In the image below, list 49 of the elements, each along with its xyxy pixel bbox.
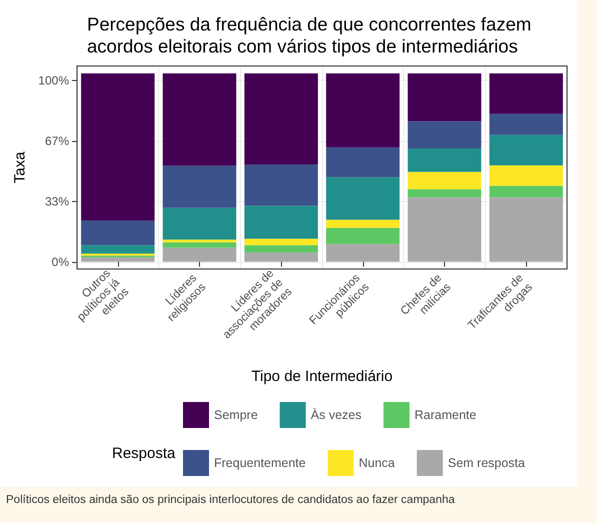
- bar: [81, 220, 155, 246]
- bar: [408, 73, 482, 122]
- legend-label: Às vezes: [310, 408, 362, 422]
- y-axis-title: Taxa: [11, 151, 28, 184]
- legend-label: Sempre: [214, 408, 258, 422]
- legend-label: Sem resposta: [448, 456, 526, 470]
- bar: [244, 252, 318, 262]
- bar: [244, 238, 318, 246]
- bar: [326, 177, 400, 220]
- bar: [489, 186, 563, 198]
- legend-title: Resposta: [112, 445, 176, 462]
- bar: [326, 220, 400, 228]
- bar: [408, 148, 482, 172]
- bar: [408, 189, 482, 198]
- legend-label: Nunca: [358, 456, 395, 470]
- bar: [489, 197, 563, 262]
- bar: [81, 257, 155, 262]
- bar: [326, 244, 400, 262]
- bar: [162, 208, 236, 240]
- bar: [162, 166, 236, 208]
- bar: [326, 228, 400, 244]
- bar: [162, 73, 236, 166]
- bar: [489, 165, 563, 186]
- bar: [81, 73, 155, 221]
- bar: [244, 206, 318, 239]
- legend-label: Raramente: [414, 408, 476, 422]
- bar: [489, 134, 563, 166]
- bar: [162, 242, 236, 248]
- bar: [244, 73, 318, 165]
- y-tick-label: 100%: [38, 74, 70, 88]
- y-tick-label: 0%: [52, 254, 70, 269]
- y-tick-label: 33%: [44, 194, 70, 208]
- bar: [489, 114, 563, 135]
- bar: [408, 197, 482, 262]
- bar: [162, 248, 236, 262]
- bar: [326, 73, 400, 148]
- bar: [408, 172, 482, 190]
- bar: [162, 240, 236, 242]
- x-axis-title: Tipo de Intermediário: [251, 368, 393, 385]
- text: Políticos eleitos ainda são os principais interlocutores de candidatos ao fazer campanha: [6, 494, 455, 506]
- bar: [244, 164, 318, 206]
- bar: [489, 73, 563, 114]
- legend-label: Frequentemente: [214, 456, 306, 470]
- bar: [408, 121, 482, 148]
- y-tick-label: 67%: [44, 134, 70, 148]
- bar: [81, 245, 155, 254]
- bar: [326, 147, 400, 178]
- bar: [244, 245, 318, 252]
- chart-title: Percepções da frequência de que concorrentes fazem acordos eleitorais com vários tipos de intermediários: [87, 14, 532, 56]
